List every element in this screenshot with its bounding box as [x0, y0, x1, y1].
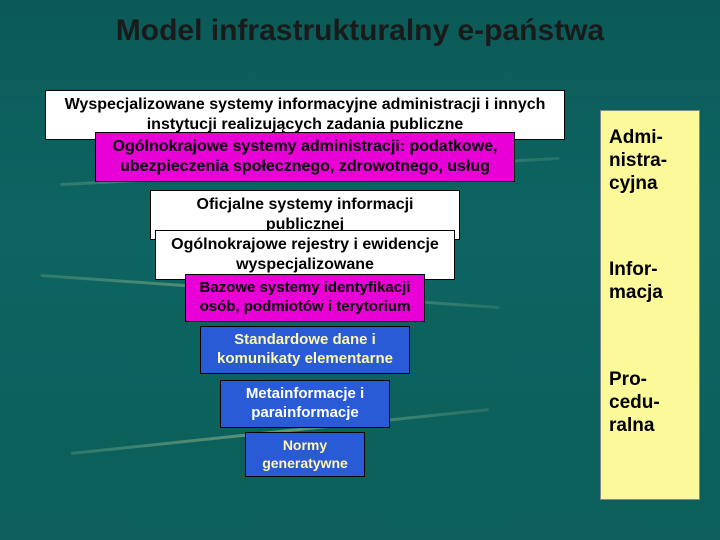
layer-6: Metainformacje i parainformacje — [220, 380, 390, 428]
layer-3: Ogólnokrajowe rejestry i ewidencje wyspe… — [155, 230, 455, 280]
sidebar-label-2: Pro- cedu- ralna — [609, 369, 660, 437]
layer-4: Bazowe systemy identyfikacji osób, podmi… — [185, 274, 425, 322]
layer-5: Standardowe dane i komunikaty elementarn… — [200, 326, 410, 374]
sidebar-panel: Admi- nistra- cyjna Infor- macja Pro- cedu… — [600, 110, 700, 500]
sidebar-label-1: Infor- macja — [609, 259, 663, 305]
sidebar-label-0: Admi- nistra- cyjna — [609, 127, 667, 195]
slide-title: Model infrastrukturalny e-państwa — [0, 14, 720, 48]
layer-7: Normy generatywne — [245, 432, 365, 477]
layer-1: Ogólnokrajowe systemy administracji: pod… — [95, 132, 515, 182]
slide: Model infrastrukturalny e-państwa Wyspec… — [0, 0, 720, 540]
